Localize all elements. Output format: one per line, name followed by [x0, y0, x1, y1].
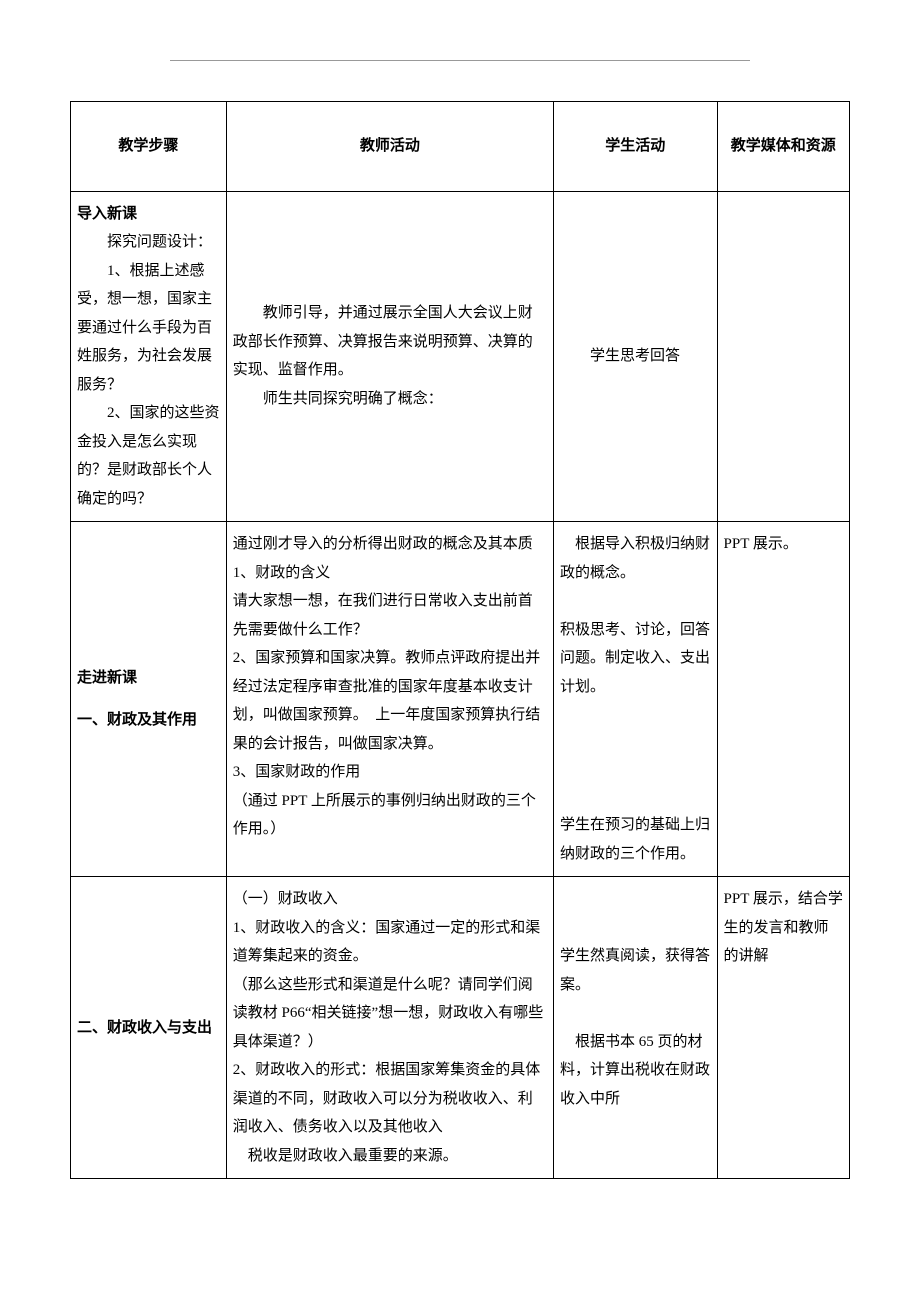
student-text: 学生思考回答: [560, 342, 711, 371]
table-row: 导入新课 探究问题设计： 1、根据上述感受，想一想，国家主要通过什么手段为百姓服…: [71, 191, 850, 522]
header-steps: 教学步骤: [71, 102, 227, 192]
step-title: 走进新课: [77, 664, 220, 693]
media-text: PPT 展示，结合学生的发言和教师的讲解: [724, 885, 843, 971]
step-title: 二、财政收入与支出: [77, 1010, 220, 1046]
table-header-row: 教学步骤 教师活动 学生活动 教学媒体和资源: [71, 102, 850, 192]
step-subtitle: 一、财政及其作用: [77, 706, 220, 735]
step-title: 导入新课: [77, 200, 220, 229]
table-row: 走进新课 一、财政及其作用 通过刚才导入的分析得出财政的概念及其本质 1、财政的…: [71, 522, 850, 877]
teacher-text: 通过刚才导入的分析得出财政的概念及其本质 1、财政的含义 请大家想一想，在我们进…: [233, 530, 547, 844]
teacher-cell: 通过刚才导入的分析得出财政的概念及其本质 1、财政的含义 请大家想一想，在我们进…: [226, 522, 553, 877]
student-cell: 学生然真阅读，获得答案。 根据书本 65 页的材料，计算出税收在财政收入中所: [553, 877, 717, 1179]
header-rule: [170, 60, 750, 61]
student-text-top: 根据导入积极归纳财政的概念。 积极思考、讨论，回答问题。制定收入、支出计划。: [560, 530, 711, 701]
teacher-cell: 教师引导，并通过展示全国人大会议上财政部长作预算、决算报告来说明预算、决算的实现…: [226, 191, 553, 522]
teacher-cell: （一）财政收入 1、财政收入的含义：国家通过一定的形式和渠道筹集起来的资金。 （…: [226, 877, 553, 1179]
step-cell: 二、财政收入与支出: [71, 877, 227, 1179]
header-media: 教学媒体和资源: [717, 102, 849, 192]
step-body: 探究问题设计： 1、根据上述感受，想一想，国家主要通过什么手段为百姓服务，为社会…: [77, 228, 220, 513]
teacher-text: 教师引导，并通过展示全国人大会议上财政部长作预算、决算报告来说明预算、决算的实现…: [233, 299, 547, 413]
student-text: 学生然真阅读，获得答案。 根据书本 65 页的材料，计算出税收在财政收入中所: [560, 942, 711, 1113]
student-cell: 根据导入积极归纳财政的概念。 积极思考、讨论，回答问题。制定收入、支出计划。 学…: [553, 522, 717, 877]
header-teacher: 教师活动: [226, 102, 553, 192]
step-cell: 导入新课 探究问题设计： 1、根据上述感受，想一想，国家主要通过什么手段为百姓服…: [71, 191, 227, 522]
lesson-plan-table: 教学步骤 教师活动 学生活动 教学媒体和资源 导入新课 探究问题设计： 1、根据…: [70, 101, 850, 1179]
header-student: 学生活动: [553, 102, 717, 192]
student-cell: 学生思考回答: [553, 191, 717, 522]
table-row: 二、财政收入与支出 （一）财政收入 1、财政收入的含义：国家通过一定的形式和渠道…: [71, 877, 850, 1179]
media-cell: PPT 展示，结合学生的发言和教师的讲解: [717, 877, 849, 1179]
media-cell: PPT 展示。: [717, 522, 849, 877]
step-cell: 走进新课 一、财政及其作用: [71, 522, 227, 877]
teacher-text: （一）财政收入 1、财政收入的含义：国家通过一定的形式和渠道筹集起来的资金。 （…: [233, 885, 547, 1170]
media-cell: [717, 191, 849, 522]
student-text-bottom: 学生在预习的基础上归纳财政的三个作用。: [560, 811, 711, 868]
